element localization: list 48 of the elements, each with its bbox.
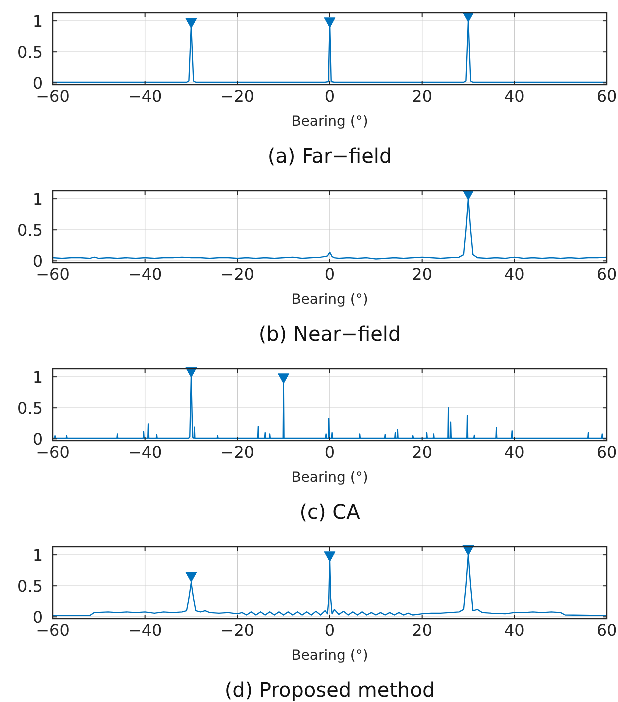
x-tick-label: −20 xyxy=(220,443,255,462)
y-tick-label: 1 xyxy=(32,546,43,566)
text: (a) Far−field xyxy=(268,144,392,168)
x-tick-label: 40 xyxy=(504,265,525,284)
text: (d) Proposed method xyxy=(224,678,436,702)
y-tick-label: 0.5 xyxy=(18,399,43,418)
x-tick-label: 60 xyxy=(596,87,618,106)
x-tick-label: 40 xyxy=(504,87,525,106)
y-tick-label: 0.5 xyxy=(18,221,43,240)
point xyxy=(186,572,198,583)
text: (c) CA xyxy=(300,500,361,524)
x-tick-label: 60 xyxy=(596,265,618,284)
x-tick-label: 0 xyxy=(324,265,336,284)
x-tick-label: 60 xyxy=(596,621,618,640)
x-tick-label: −40 xyxy=(128,621,162,640)
x-tick-label: −40 xyxy=(128,265,162,284)
x-tick-label: −20 xyxy=(220,87,255,106)
x-axis-title: Bearing (°) xyxy=(292,470,368,486)
y-tick-label: 1 xyxy=(32,368,43,388)
point xyxy=(186,18,198,29)
x-tick-label: 0 xyxy=(324,443,336,462)
y-tick-label: 0 xyxy=(32,608,43,628)
x-axis-title: Bearing (°) xyxy=(292,292,368,308)
x-tick-label: 20 xyxy=(412,443,433,462)
y-tick-label: 0.5 xyxy=(18,43,43,62)
y-tick-label: 1 xyxy=(32,190,43,210)
x-tick-label: 0 xyxy=(324,87,336,106)
point xyxy=(324,18,336,28)
x-tick-label: 40 xyxy=(504,443,525,462)
x-tick-label: −40 xyxy=(128,443,162,462)
text: (b) Near−field xyxy=(258,322,402,346)
y-tick-label: 0 xyxy=(32,252,43,272)
y-tick-label: 0 xyxy=(32,430,43,450)
x-axis-title: Bearing (°) xyxy=(292,114,368,130)
x-tick-label: 60 xyxy=(596,443,618,462)
x-tick-label: 0 xyxy=(324,621,336,640)
x-tick-label: 40 xyxy=(504,621,525,640)
x-tick-label: −20 xyxy=(220,265,255,284)
y-tick-label: 0.5 xyxy=(18,577,43,596)
x-axis-title: Bearing (°) xyxy=(292,648,368,664)
point xyxy=(324,552,336,562)
x-tick-label: −40 xyxy=(128,87,162,106)
x-tick-label: 20 xyxy=(412,621,433,640)
y-tick-label: 0 xyxy=(32,74,43,94)
x-tick-label: −20 xyxy=(220,621,255,640)
x-tick-label: 20 xyxy=(412,265,433,284)
x-tick-label: 20 xyxy=(412,87,433,106)
y-tick-label: 1 xyxy=(32,12,43,32)
